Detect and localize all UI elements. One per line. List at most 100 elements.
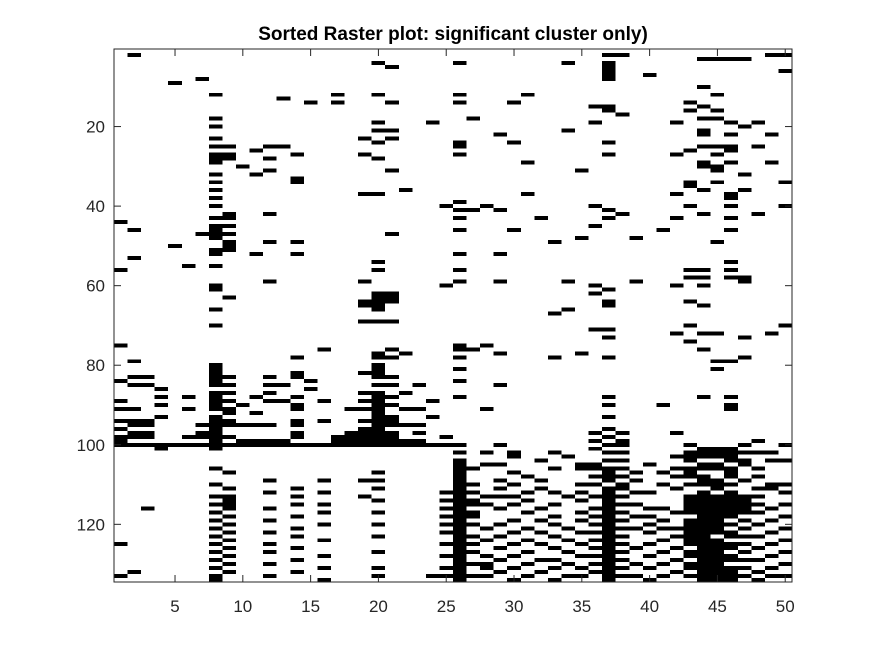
spike-cell [154,414,169,419]
spike-cell [656,550,670,555]
spike-cell [669,510,684,515]
spike-cell [697,522,711,527]
spike-cell [344,442,359,447]
spike-cell [751,438,765,443]
spike-cell [290,494,304,499]
spike-cell [425,574,440,579]
spike-cell [439,490,453,495]
spike-cell [127,52,142,57]
spike-cell [344,406,359,411]
spike-cell [330,442,345,447]
spike-cell [236,438,250,443]
spike-cell [358,299,372,304]
spike-cell [141,506,155,511]
spike-cell [385,299,399,304]
spike-cell [480,502,494,507]
spike-cell [737,275,752,280]
spike-cell [317,418,331,423]
spike-cell [615,574,630,579]
spike-cell [669,152,684,157]
spike-cell [683,454,698,459]
spike-cell [602,64,616,69]
spike-cell [710,554,725,559]
spike-cell [669,216,684,221]
spike-cell [697,474,711,479]
spike-cell [656,470,670,475]
spike-cell [208,542,223,547]
spike-cell [453,566,467,571]
spike-cell [114,399,128,404]
spike-cell [602,550,616,555]
spike-cell [629,574,643,579]
spike-cell [507,518,521,523]
spike-cell [737,566,752,571]
spike-cell [629,514,643,519]
spike-cell [208,414,223,419]
spike-cell [669,474,684,479]
spike-cell [588,327,603,332]
spike-cell [208,136,223,141]
spike-cell [602,486,616,491]
spike-cell [602,208,616,213]
spike-cell [615,112,630,117]
spike-cell [669,466,684,471]
spike-cell [358,418,372,423]
spike-cell [751,450,765,455]
spike-cell [453,216,467,221]
spike-cell [317,578,331,582]
spike-cell [710,478,725,483]
spike-cell [575,510,589,515]
spike-cell [588,204,603,209]
spike-cell [453,522,467,527]
spike-cell [697,510,711,515]
spike-cell [208,518,223,523]
spike-cell [290,546,304,551]
spike-cell [697,550,711,555]
spike-cell [127,442,142,447]
spike-cell [737,550,752,555]
spike-cell [507,502,521,507]
spike-cell [764,458,779,463]
spike-cell [683,323,698,328]
spike-cell [398,351,413,356]
spike-cell [602,542,616,547]
spike-cell [724,227,738,232]
spike-cell [127,359,142,364]
spike-cell [547,558,562,563]
spike-cell [602,299,616,304]
spike-cell [208,216,223,221]
spike-cell [697,574,711,579]
spike-cell [453,578,467,582]
spike-cell [520,562,535,567]
spike-cell [710,526,725,531]
spike-cell [480,462,494,467]
spike-cell [453,267,467,272]
spike-cell [669,546,684,551]
spike-cell [561,550,576,555]
spike-cell [602,140,616,145]
spike-cell [724,196,738,201]
x-tick-label: 30 [505,597,524,616]
spike-cell [358,371,372,376]
spike-cell [710,522,725,527]
spike-cell [371,395,386,400]
spike-cell [697,303,711,308]
spike-cell [344,430,359,435]
spike-cell [778,514,792,519]
spike-cell [385,383,399,388]
spike-cell [697,160,711,165]
spike-cell [263,279,277,284]
spike-cell [710,450,725,455]
spike-cell [575,498,589,503]
spike-cell [195,76,209,81]
spike-cell [453,343,467,348]
spike-cell [588,474,603,479]
spike-cell [751,486,765,491]
spike-cell [222,212,237,217]
spike-cell [534,558,548,563]
spike-cell [697,482,711,487]
spike-cell [697,283,711,288]
spike-cell [263,391,277,396]
spike-cell [127,570,142,575]
spike-cell [575,542,589,547]
